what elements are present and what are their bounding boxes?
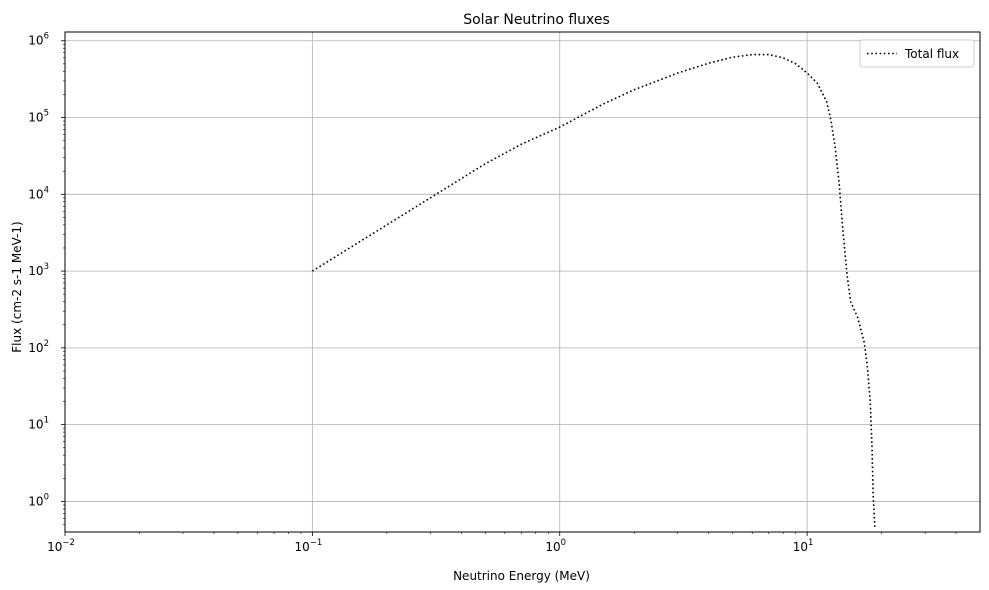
y-axis-label: Flux (cm-2 s-1 MeV-1) [10,221,24,352]
x-tick-label: 100 [545,538,566,554]
y-tick-label: 102 [28,339,49,355]
x-axis-ticks: 10−2 10−1 100 101 [47,532,813,554]
y-tick-label: 105 [28,109,49,125]
y-tick-label: 104 [28,185,49,201]
chart-title: Solar Neutrino fluxes [463,12,610,28]
y-axis-ticks: 100 101 102 103 104 105 106 [28,32,65,508]
grid [64,32,980,532]
y-tick-label: 100 [28,492,49,508]
x-tick-label: 10−2 [47,538,75,554]
legend-box [859,39,975,68]
x-tick-label: 10−1 [294,538,322,554]
series-line-total-flux [311,53,876,529]
legend: Total flux [859,39,975,68]
x-axis-label: Neutrino Energy (MeV) [453,569,590,583]
y-tick-label: 101 [28,416,49,432]
legend-label-total-flux: Total flux [904,47,959,61]
x-tick-label: 101 [793,538,814,554]
y-tick-label: 103 [28,262,49,278]
series-group [311,53,876,529]
y-tick-label: 106 [28,32,49,48]
plot-frame [64,31,981,533]
